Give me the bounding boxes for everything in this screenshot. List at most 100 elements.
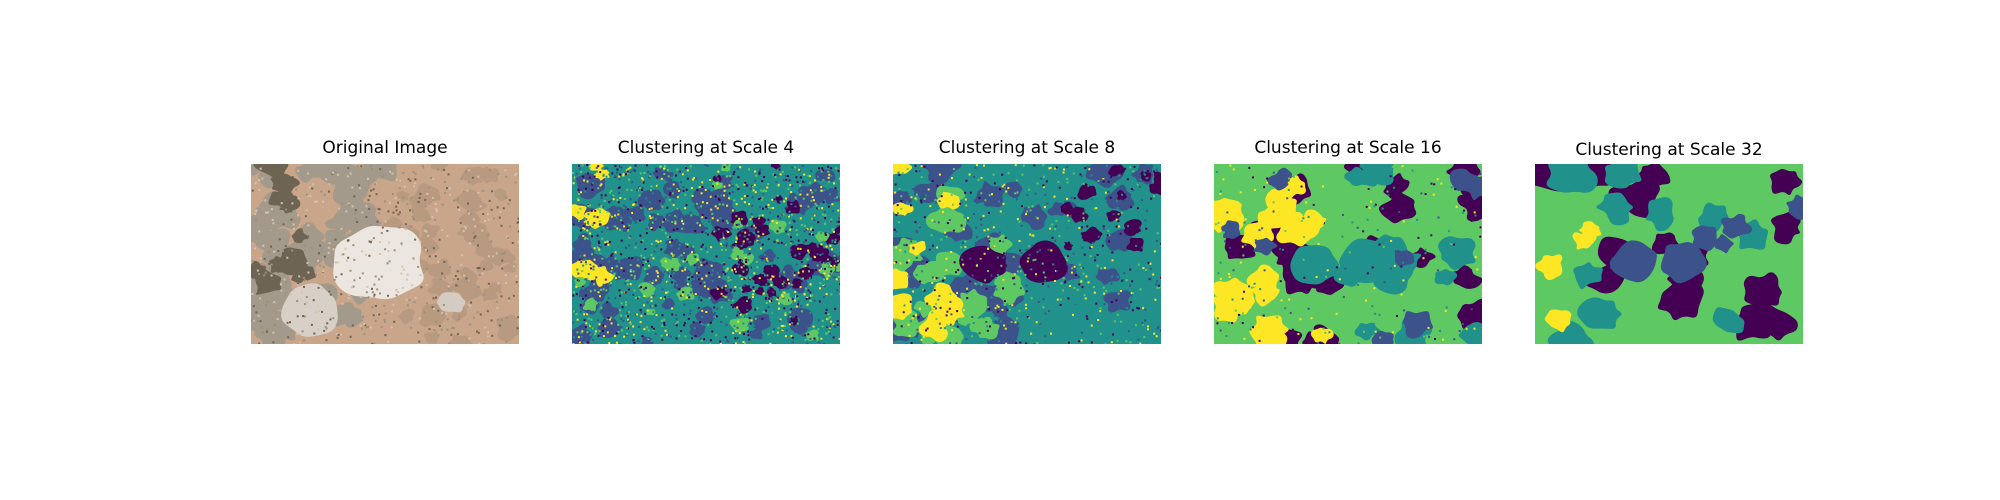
speck <box>837 259 839 262</box>
speck <box>700 245 703 248</box>
speck <box>918 307 921 310</box>
speck <box>912 290 915 293</box>
speck <box>431 306 434 309</box>
speck <box>808 234 811 237</box>
speck <box>615 341 618 344</box>
speck <box>1308 198 1311 201</box>
speck <box>900 325 903 328</box>
speck <box>803 224 806 227</box>
speck <box>631 212 634 214</box>
speck <box>612 198 615 201</box>
speck <box>1089 246 1092 249</box>
region <box>766 286 777 298</box>
speck <box>643 271 646 274</box>
speck <box>990 236 993 239</box>
speck <box>749 218 752 221</box>
speck <box>595 170 598 173</box>
speck <box>1016 270 1019 273</box>
speck <box>602 324 605 327</box>
speck <box>795 305 798 308</box>
speck <box>827 331 830 333</box>
speck <box>634 212 637 215</box>
speck <box>972 307 975 310</box>
speck <box>1119 320 1122 323</box>
speck <box>940 238 943 241</box>
speck <box>838 337 840 340</box>
speck <box>660 271 662 274</box>
speck <box>908 298 911 301</box>
speck <box>1474 298 1477 301</box>
speck <box>807 289 810 292</box>
speck <box>605 175 608 178</box>
speck <box>636 297 639 300</box>
speck <box>1262 314 1265 317</box>
speck <box>1103 292 1106 295</box>
speck <box>629 283 632 286</box>
speck <box>364 253 367 256</box>
speck <box>772 291 775 294</box>
speck <box>446 235 449 237</box>
speck <box>1022 219 1025 222</box>
speck <box>1381 207 1384 210</box>
speck <box>977 178 980 181</box>
speck <box>785 178 788 181</box>
speck <box>947 294 950 297</box>
speck <box>406 203 409 206</box>
speck <box>586 313 589 316</box>
speck <box>907 274 910 277</box>
speck <box>1076 288 1079 291</box>
speck <box>811 217 813 220</box>
speck <box>322 265 325 268</box>
speck <box>1433 183 1436 186</box>
speck <box>746 184 749 187</box>
speck <box>1066 263 1069 266</box>
region <box>313 164 360 185</box>
speck <box>440 328 443 331</box>
speck <box>1369 200 1372 203</box>
speck <box>920 176 923 179</box>
speck <box>1117 292 1120 295</box>
speck <box>588 265 591 268</box>
speck <box>698 186 701 189</box>
speck <box>405 278 408 281</box>
speck <box>680 330 683 333</box>
speck <box>1371 266 1374 269</box>
speck <box>825 308 828 311</box>
speck <box>771 220 774 222</box>
speck <box>645 201 647 204</box>
speck <box>711 330 714 333</box>
speck <box>598 242 601 245</box>
speck <box>983 252 986 255</box>
speck <box>1070 196 1073 199</box>
speck <box>789 315 792 318</box>
speck <box>1146 209 1149 212</box>
speck <box>1080 164 1083 167</box>
speck <box>1014 192 1017 195</box>
speck <box>797 301 800 303</box>
speck <box>689 211 692 214</box>
region <box>1060 201 1075 216</box>
speck <box>1268 325 1271 328</box>
speck <box>928 247 931 250</box>
speck <box>629 217 632 220</box>
region <box>396 190 410 203</box>
speck <box>608 260 611 263</box>
speck <box>252 319 255 322</box>
speck <box>900 195 903 198</box>
speck <box>791 185 794 188</box>
speck <box>821 213 824 216</box>
speck <box>387 210 390 213</box>
speck <box>1026 210 1028 213</box>
speck <box>1382 245 1385 248</box>
speck <box>599 211 602 214</box>
speck <box>448 187 451 190</box>
speck <box>291 202 294 205</box>
speck <box>677 265 679 267</box>
speck <box>629 322 632 325</box>
speck <box>904 250 907 253</box>
speck <box>584 261 587 264</box>
speck <box>1160 276 1161 279</box>
speck <box>778 302 780 305</box>
speck <box>733 199 736 202</box>
speck <box>594 330 597 333</box>
